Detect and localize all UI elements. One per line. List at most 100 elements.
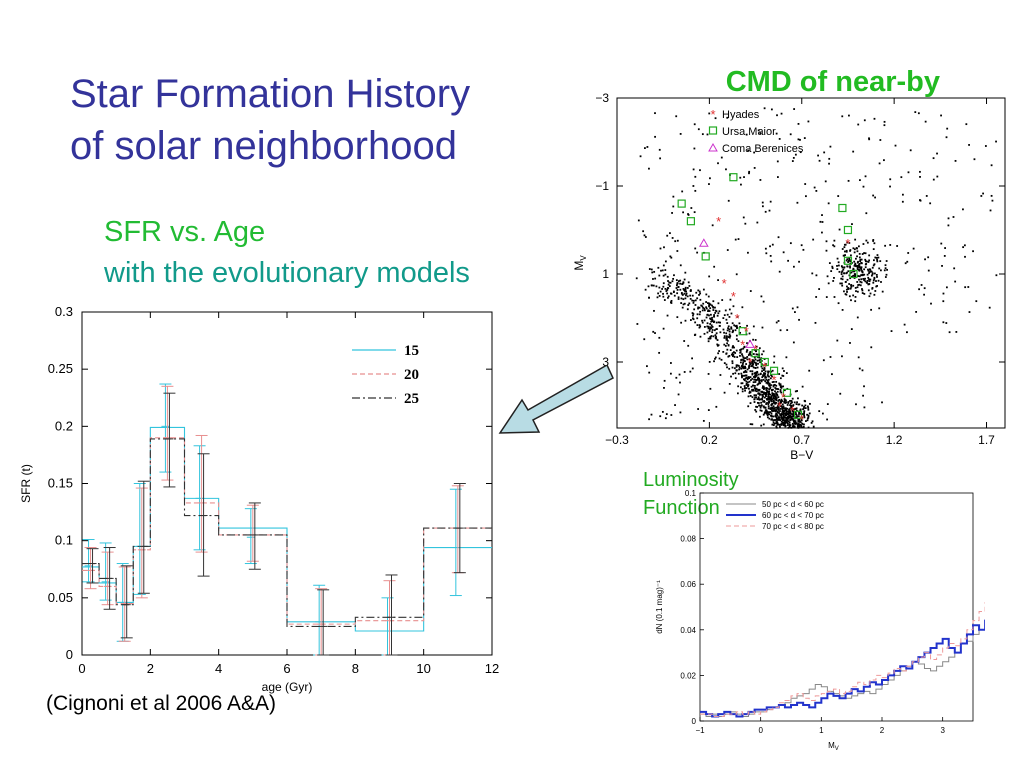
field-star bbox=[872, 194, 875, 197]
field-star bbox=[858, 278, 860, 281]
field-star bbox=[940, 114, 942, 117]
field-star bbox=[752, 325, 755, 328]
field-star bbox=[735, 365, 738, 368]
field-star bbox=[770, 389, 773, 391]
field-star bbox=[907, 252, 910, 254]
field-star bbox=[792, 415, 795, 418]
field-star bbox=[763, 401, 766, 403]
field-star bbox=[807, 426, 810, 429]
hyades-star: * bbox=[722, 276, 727, 291]
field-star bbox=[768, 417, 771, 420]
field-star bbox=[665, 290, 668, 292]
field-star bbox=[745, 387, 748, 389]
field-star bbox=[696, 324, 699, 326]
field-star bbox=[782, 423, 785, 426]
field-star bbox=[868, 278, 870, 281]
field-star bbox=[728, 316, 731, 318]
hyades-star: * bbox=[731, 289, 736, 304]
ursa-maior-star bbox=[701, 252, 710, 261]
field-star bbox=[846, 285, 848, 288]
field-star bbox=[946, 127, 949, 130]
field-star bbox=[776, 393, 779, 396]
x-tick-label: 10 bbox=[416, 661, 430, 676]
field-star bbox=[706, 313, 709, 316]
field-star bbox=[705, 316, 708, 319]
field-star bbox=[667, 295, 670, 298]
field-star bbox=[733, 324, 736, 327]
field-star bbox=[767, 393, 770, 396]
legend-marker bbox=[708, 126, 718, 135]
field-star bbox=[795, 403, 798, 406]
field-star bbox=[804, 183, 807, 185]
field-star bbox=[662, 274, 665, 277]
field-star bbox=[870, 270, 872, 273]
field-star bbox=[775, 425, 778, 428]
field-star bbox=[765, 403, 768, 405]
field-star bbox=[679, 133, 682, 135]
field-star bbox=[761, 387, 764, 389]
field-star bbox=[804, 404, 807, 407]
field-star bbox=[658, 351, 661, 354]
field-star bbox=[709, 387, 712, 390]
field-star bbox=[904, 262, 907, 265]
field-star bbox=[864, 258, 867, 261]
field-star bbox=[854, 300, 857, 303]
field-star bbox=[806, 417, 809, 420]
field-star bbox=[821, 214, 823, 216]
field-star bbox=[768, 411, 771, 414]
y-tick-label: 0.08 bbox=[680, 535, 696, 544]
field-star bbox=[972, 250, 974, 253]
field-star bbox=[866, 281, 868, 284]
field-star bbox=[775, 132, 778, 135]
field-star bbox=[743, 385, 746, 387]
field-star bbox=[789, 407, 792, 410]
field-star bbox=[648, 296, 650, 299]
field-star bbox=[940, 242, 943, 245]
field-star bbox=[793, 419, 796, 422]
hyades-star: * bbox=[777, 399, 782, 414]
field-star bbox=[772, 385, 775, 388]
field-star bbox=[837, 302, 840, 305]
field-star bbox=[749, 353, 752, 355]
hyades-star: * bbox=[772, 373, 777, 388]
field-star bbox=[761, 205, 764, 208]
field-star bbox=[839, 282, 842, 285]
field-star bbox=[743, 378, 746, 381]
field-star bbox=[729, 349, 732, 351]
field-star bbox=[868, 254, 871, 257]
field-star bbox=[762, 391, 765, 394]
field-star bbox=[713, 320, 716, 323]
field-star bbox=[689, 297, 692, 300]
field-star bbox=[841, 355, 843, 358]
field-star bbox=[789, 418, 792, 421]
field-star bbox=[748, 332, 751, 335]
field-star bbox=[854, 257, 857, 260]
field-star bbox=[782, 407, 785, 410]
field-star bbox=[942, 300, 945, 303]
field-star bbox=[733, 356, 736, 358]
field-star bbox=[768, 401, 770, 404]
field-star bbox=[847, 259, 850, 262]
field-star bbox=[804, 407, 807, 409]
field-star bbox=[710, 335, 713, 337]
field-star bbox=[758, 359, 761, 362]
field-star bbox=[762, 378, 765, 381]
field-star bbox=[769, 245, 771, 248]
field-star bbox=[770, 407, 773, 409]
field-star bbox=[789, 412, 792, 415]
field-star bbox=[755, 405, 757, 408]
field-star bbox=[682, 298, 685, 301]
field-star bbox=[772, 392, 775, 395]
field-star bbox=[779, 390, 782, 393]
field-star bbox=[990, 164, 993, 167]
field-star bbox=[742, 216, 745, 219]
field-star bbox=[756, 383, 759, 386]
field-star bbox=[794, 153, 797, 156]
field-star bbox=[709, 318, 712, 320]
field-star bbox=[826, 403, 829, 405]
field-star bbox=[726, 348, 729, 351]
field-star bbox=[668, 285, 671, 287]
field-star bbox=[636, 323, 639, 325]
field-star bbox=[872, 281, 875, 284]
field-star bbox=[743, 379, 746, 382]
